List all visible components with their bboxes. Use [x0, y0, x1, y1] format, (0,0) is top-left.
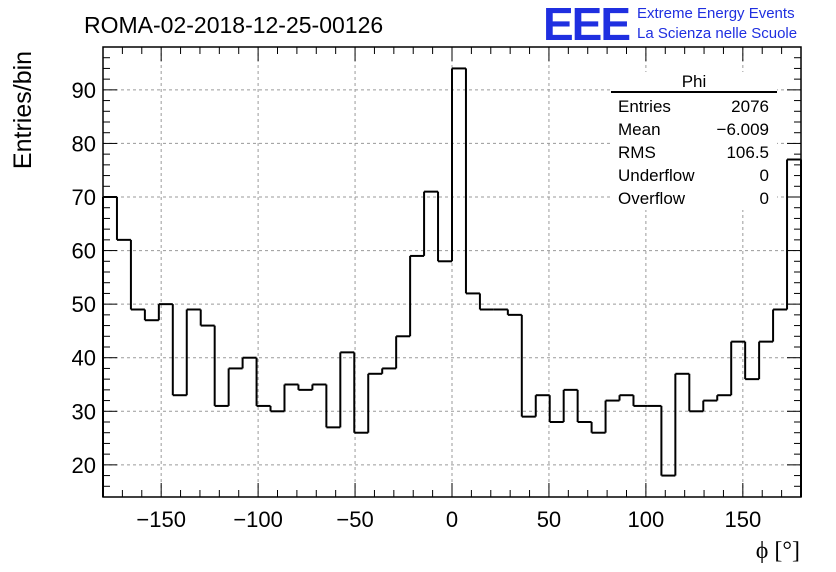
y-tick-label: 40 [72, 346, 96, 371]
stats-label: RMS [618, 143, 656, 162]
y-axis-label: Entries/bin [9, 51, 37, 169]
stats-row-underflow: Underflow 0 [611, 164, 777, 187]
stats-row-mean: Mean −6.009 [611, 118, 777, 141]
y-tick-label: 60 [72, 239, 96, 264]
stats-label: Underflow [618, 166, 695, 185]
stats-row-overflow: Overflow 0 [611, 187, 777, 210]
x-tick-label: 50 [537, 507, 561, 532]
y-tick-label: 70 [72, 185, 96, 210]
stats-value: 2076 [731, 97, 769, 116]
stats-label: Overflow [618, 189, 686, 208]
stats-label: Entries [618, 97, 671, 116]
x-tick-label: 150 [724, 507, 761, 532]
y-tick-label: 20 [72, 453, 96, 478]
stats-title: Phi [611, 72, 777, 93]
tick-labels: −150 −100 −50 0 50 100 150 20 30 40 50 60 70 80 90 [72, 78, 762, 532]
x-tick-label: 0 [446, 507, 458, 532]
stats-label: Mean [618, 120, 661, 139]
logo-line-2: La Scienza nelle Scuole [637, 25, 798, 42]
stats-box: Phi Entries 2076 Mean −6.009 RMS 106.5 U… [611, 72, 777, 210]
stats-row-entries: Entries 2076 [611, 95, 777, 118]
stats-row-rms: RMS 106.5 [611, 141, 777, 164]
eee-logo-text: Extreme Energy Events La Scienza nelle S… [637, 4, 797, 44]
histogram-bars [102, 67, 802, 497]
x-axis-label: ϕ [°] [756, 538, 800, 564]
stats-value: −6.009 [716, 120, 769, 139]
stats-value: 106.5 [726, 143, 769, 162]
x-tick-label: −100 [233, 507, 283, 532]
x-tick-label: −50 [336, 507, 373, 532]
x-tick-label: 100 [628, 507, 665, 532]
logo-line-1: Extreme Energy Events [637, 5, 795, 22]
y-tick-label: 50 [72, 292, 96, 317]
y-tick-label: 30 [72, 399, 96, 424]
y-tick-label: 90 [72, 78, 96, 103]
chart-title: ROMA-02-2018-12-25-00126 [84, 12, 384, 38]
stats-value: 0 [759, 166, 769, 185]
y-tick-label: 80 [72, 131, 96, 156]
stats-value: 0 [759, 189, 769, 208]
axis-ticks [102, 46, 802, 497]
x-tick-label: −150 [136, 507, 186, 532]
eee-logo: EEE [543, 0, 631, 50]
